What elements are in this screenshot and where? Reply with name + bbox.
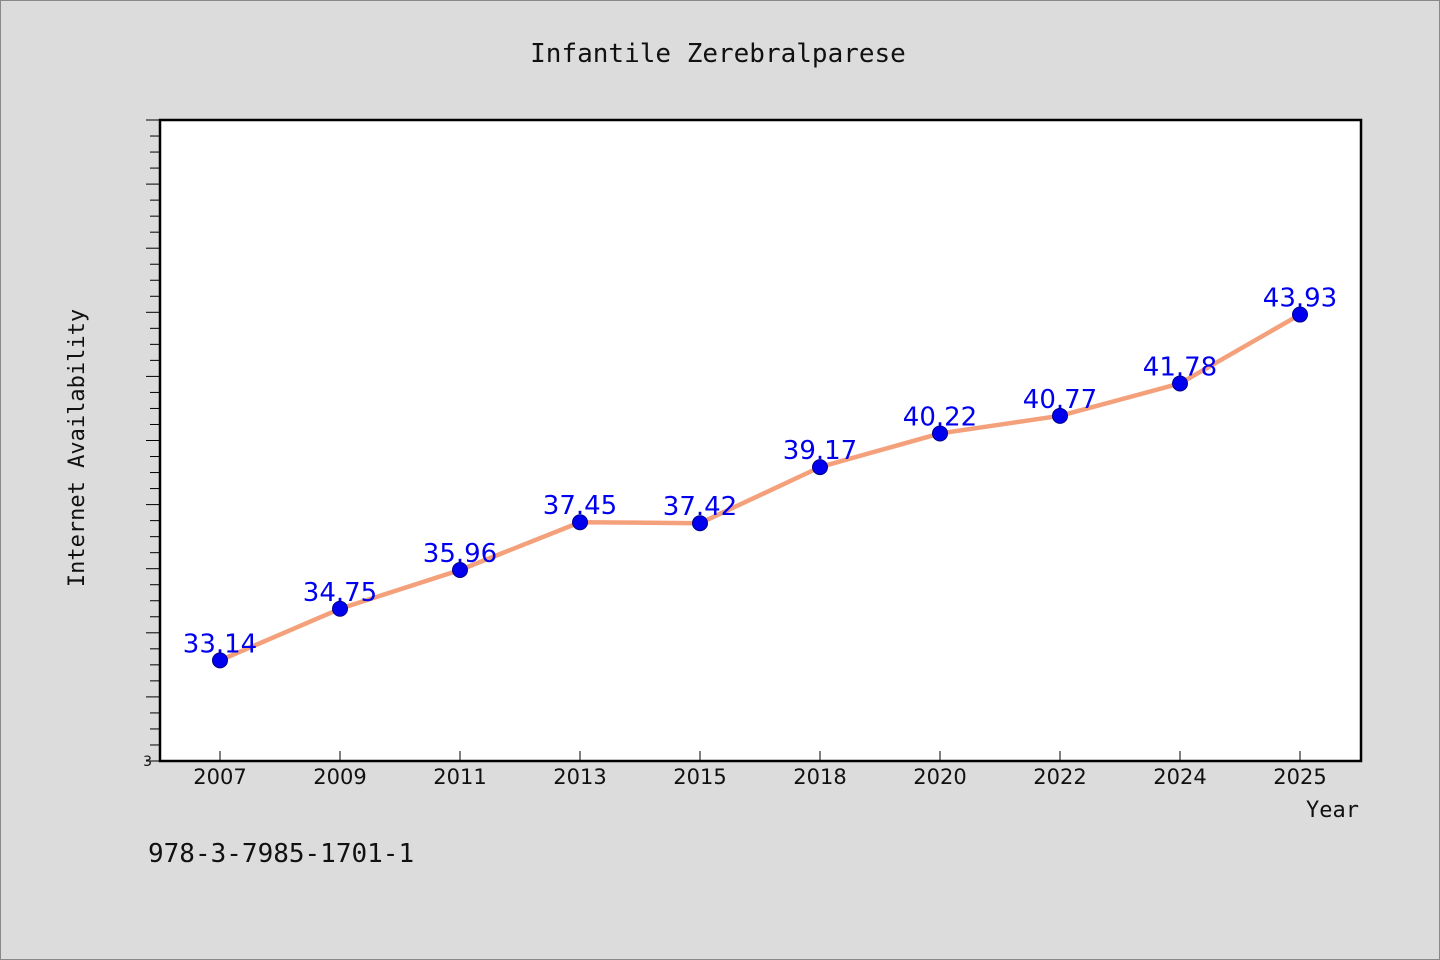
y-tick-label: 3 [143, 754, 152, 770]
x-tick-label: 2015 [673, 765, 726, 789]
isbn-footnote: 978-3-7985-1701-1 [148, 839, 414, 869]
data-label: 37.45 [543, 491, 617, 521]
x-tick-label: 2025 [1273, 765, 1326, 789]
x-tick-label: 2024 [1153, 765, 1206, 789]
chart-title: Infantile Zerebralparese [530, 39, 906, 69]
data-point [332, 600, 348, 617]
data-point [812, 459, 828, 476]
data-label: 43.93 [1263, 284, 1337, 314]
data-point [452, 561, 468, 578]
data-label: 33.14 [183, 629, 257, 659]
x-axis-label: Year [1306, 798, 1359, 823]
x-tick-label: 2022 [1033, 765, 1086, 789]
x-tick-label: 2011 [433, 765, 486, 789]
data-label: 35.96 [423, 539, 497, 569]
data-label: 37.42 [663, 492, 737, 522]
data-label: 34.75 [303, 578, 377, 608]
data-label: 41.78 [1143, 352, 1217, 382]
plot-area [158, 118, 1363, 763]
data-point [1292, 306, 1308, 323]
data-point [1052, 407, 1068, 424]
series-line [217, 312, 1303, 663]
data-point [692, 515, 708, 532]
data-point [1172, 375, 1188, 392]
data-label: 40.77 [1023, 385, 1097, 415]
y-axis: 3 [143, 119, 160, 770]
data-label: 40.22 [903, 402, 977, 432]
x-tick-label: 2007 [193, 765, 246, 789]
data-point [932, 425, 948, 442]
x-axis: 2007 2009 2011 2013 2015 2018 2020 2022 2024 2025 [193, 751, 1327, 789]
series-layer: 33.14 34.75 35.96 37.45 37.42 39.17 40.22 40.77… [183, 284, 1337, 669]
data-label: 39.17 [783, 436, 857, 466]
x-tick-label: 2009 [313, 765, 366, 789]
x-tick-label: 2018 [793, 765, 846, 789]
x-tick-label: 2013 [553, 765, 606, 789]
data-point [212, 652, 228, 669]
y-axis-label: Internet Availability [65, 309, 90, 587]
x-tick-label: 2020 [913, 765, 966, 789]
data-point [572, 514, 588, 531]
